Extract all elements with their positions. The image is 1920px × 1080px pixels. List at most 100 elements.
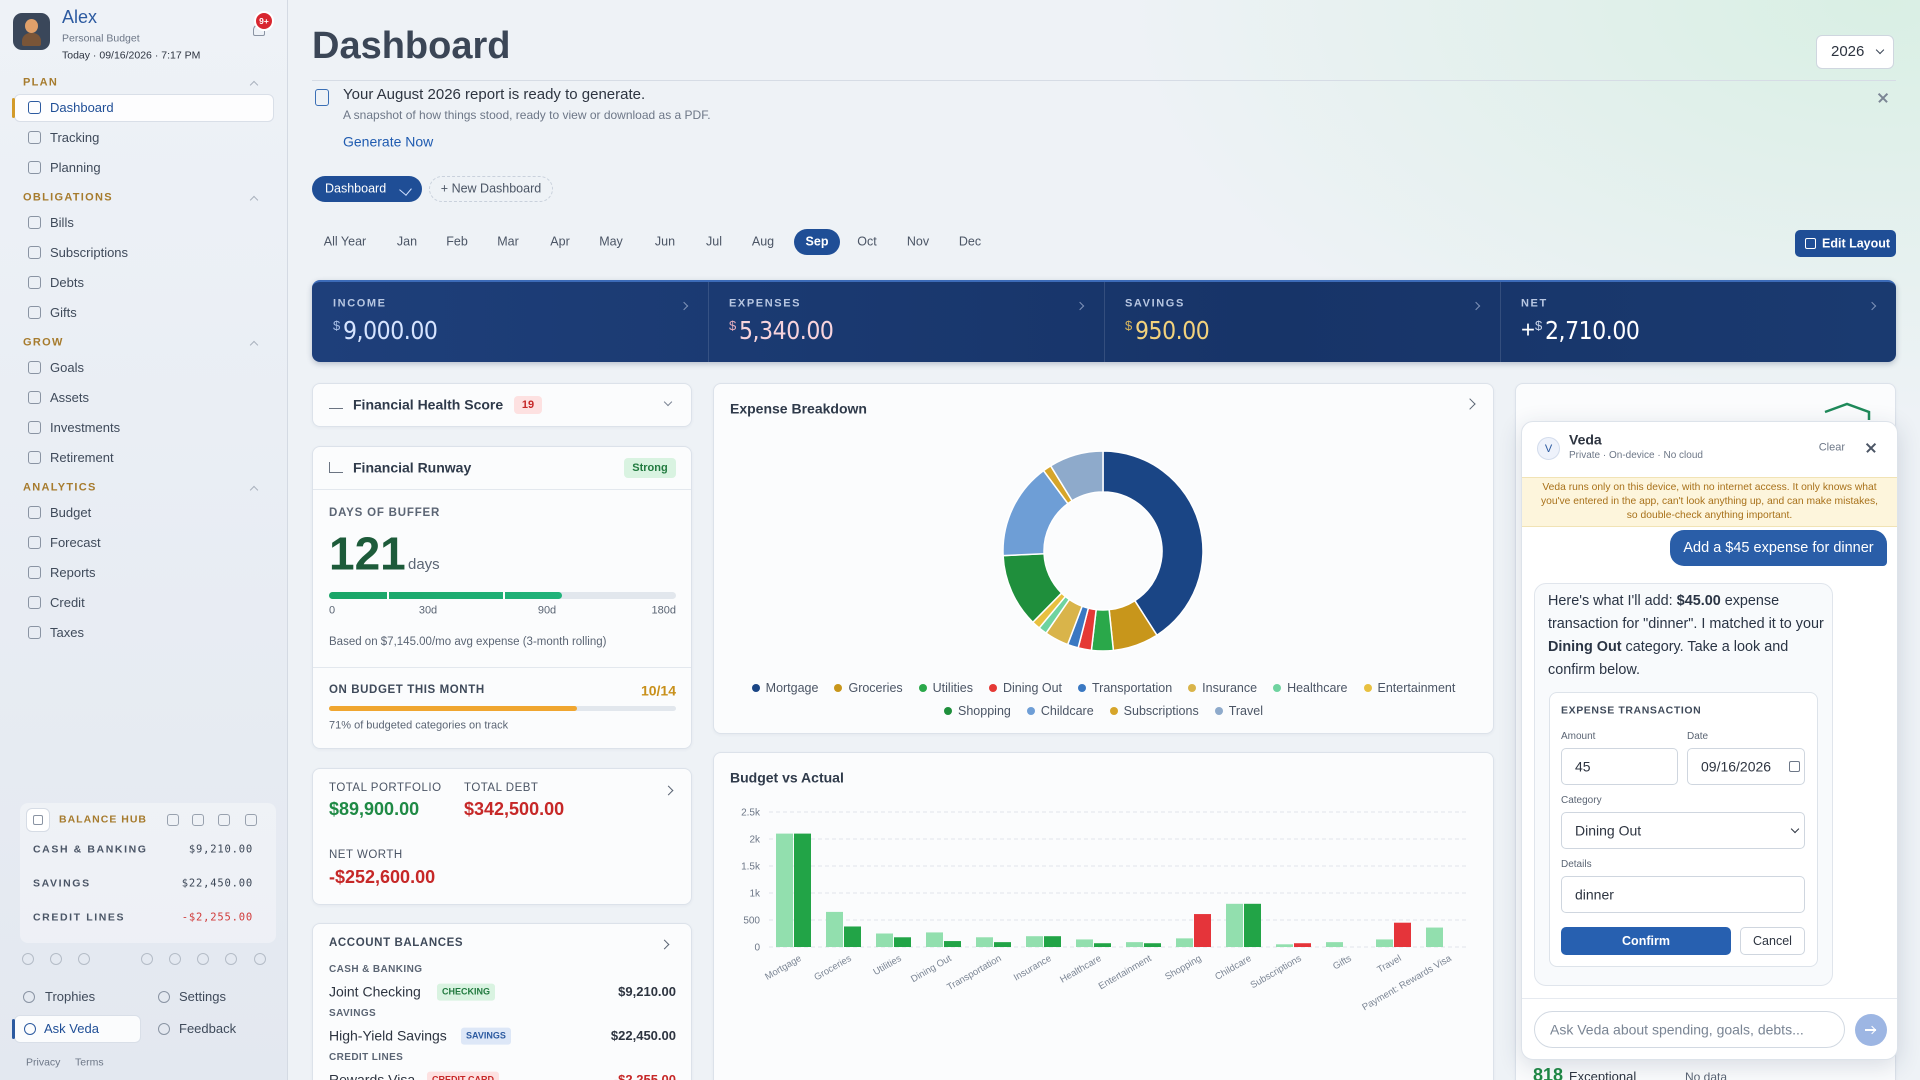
nav-item[interactable]: Assets [50, 390, 90, 406]
nav-item[interactable]: Gifts [50, 305, 77, 321]
user-plan: Personal Budget [62, 32, 140, 45]
toolbar-icon[interactable] [254, 953, 266, 965]
nav-item[interactable]: Bills [50, 215, 74, 231]
year-value: 2026 [1831, 43, 1865, 60]
message-part: expense transaction for "dinner". I matc… [1548, 593, 1824, 632]
month[interactable]: Jul [706, 234, 722, 249]
legend-label: Entertainment [1377, 680, 1456, 695]
runway-scale: 30d [418, 604, 438, 617]
legend-item: Shopping [944, 699, 1011, 722]
legend-swatch [1214, 706, 1223, 715]
chat-placeholder: Ask Veda about spending, goals, debts... [1550, 1021, 1804, 1038]
nav-item[interactable]: Planning [50, 160, 101, 176]
nav-item[interactable]: Reports [50, 565, 96, 581]
account-badge: CHECKING [437, 983, 496, 1001]
field-label: Category [1561, 795, 1602, 806]
month[interactable]: Oct [857, 234, 877, 249]
chat-input[interactable] [1534, 1011, 1845, 1048]
banner-title: Your August 2026 report is ready to gene… [343, 86, 646, 103]
month[interactable]: Jan [396, 234, 418, 249]
header-rule [312, 80, 1896, 81]
nav-item[interactable]: Subscriptions [50, 245, 129, 261]
hub-action[interactable] [218, 814, 230, 826]
footer-nav-item[interactable]: Trophies [45, 989, 96, 1005]
month[interactable]: Sep [805, 234, 829, 249]
summary-currency: $ [333, 318, 341, 334]
footer-nav-item[interactable]: Feedback [179, 1021, 237, 1037]
amount-input[interactable] [1561, 748, 1678, 785]
toolbar-icon[interactable] [141, 953, 153, 965]
toolbar-icon[interactable] [225, 953, 237, 965]
category-select[interactable] [1561, 812, 1805, 849]
account-name: Rewards Visa [329, 1071, 416, 1080]
legend-swatch [1363, 683, 1372, 692]
runway-tick [503, 592, 505, 599]
hub-action[interactable] [167, 814, 179, 826]
summary-amount: 9,000.00 [343, 316, 438, 345]
hub-action[interactable] [192, 814, 204, 826]
toolbar-icon[interactable] [169, 953, 181, 965]
toolbar-icon[interactable] [22, 953, 34, 965]
nav-item[interactable]: Dashboard [50, 100, 114, 116]
new-tab[interactable] [429, 176, 553, 202]
nav-item[interactable]: Investments [50, 420, 121, 436]
toolbar-icon[interactable] [197, 953, 209, 965]
nav-icon [24, 1023, 36, 1035]
banner-action[interactable]: Generate Now [343, 133, 434, 150]
message-part: $45.00 [1676, 593, 1721, 609]
nav-item[interactable]: Tracking [50, 130, 100, 146]
edit-layout-button[interactable] [1795, 230, 1896, 257]
status-badge: Strong [624, 458, 676, 478]
cancel-button[interactable]: Cancel [1740, 927, 1805, 955]
active-indicator [12, 1019, 15, 1039]
nav-icon [28, 216, 41, 229]
user-message: Add a $45 expense for dinner [1683, 540, 1874, 556]
date-input[interactable] [1687, 748, 1805, 785]
nav-item[interactable]: Budget [50, 505, 92, 521]
hub-action[interactable] [245, 814, 257, 826]
summary-divider [708, 282, 709, 362]
summary-label: NET [1521, 297, 1548, 310]
details-input[interactable] [1561, 876, 1805, 913]
footer-nav-item[interactable]: Settings [179, 989, 226, 1005]
nav-item[interactable]: Credit [50, 595, 85, 611]
dashboard-tab[interactable] [312, 176, 422, 202]
hub-title: BALANCE HUB [59, 813, 147, 826]
toolbar-icon[interactable] [78, 953, 90, 965]
month[interactable]: Jun [654, 234, 676, 249]
nav-item[interactable]: Taxes [50, 625, 84, 641]
summary-currency: $ [1535, 318, 1543, 334]
runway-days: 121 [329, 527, 406, 580]
stat-label: NET WORTH [329, 849, 403, 862]
credit-status: No data [1685, 1069, 1728, 1080]
score-value: 19 [521, 399, 535, 411]
account-value: $22,450.00 [610, 1028, 676, 1044]
nav-item[interactable]: Forecast [50, 535, 101, 551]
legend-swatch [834, 683, 843, 692]
group-label: SAVINGS [329, 1008, 377, 1019]
chat-clear[interactable]: Clear [1818, 441, 1845, 454]
account-badge: SAVINGS [461, 1027, 511, 1045]
footer-nav-item[interactable]: Ask Veda [44, 1021, 99, 1037]
runway-scale: 90d [537, 604, 557, 617]
nav-icon [28, 421, 41, 434]
nav-item[interactable]: Retirement [50, 450, 114, 466]
chat-divider [1522, 998, 1897, 999]
month[interactable]: Mar [497, 234, 519, 249]
footer-link[interactable]: Privacy [26, 1056, 61, 1069]
month[interactable]: Aug [751, 234, 775, 249]
month[interactable]: Dec [958, 234, 982, 249]
nav-item[interactable]: Goals [50, 360, 84, 376]
section-title: OBLIGATIONS [23, 191, 113, 204]
year-select[interactable] [1816, 35, 1894, 69]
month[interactable]: Feb [446, 234, 468, 249]
month[interactable]: May [599, 234, 623, 249]
confirm-button[interactable]: Confirm [1561, 927, 1731, 955]
footer-link[interactable]: Terms [75, 1056, 104, 1069]
nav-item[interactable]: Debts [50, 275, 84, 291]
month[interactable]: Nov [906, 234, 930, 249]
toolbar-icon[interactable] [50, 953, 62, 965]
month[interactable]: Apr [550, 234, 570, 249]
month[interactable]: All Year [323, 234, 367, 249]
